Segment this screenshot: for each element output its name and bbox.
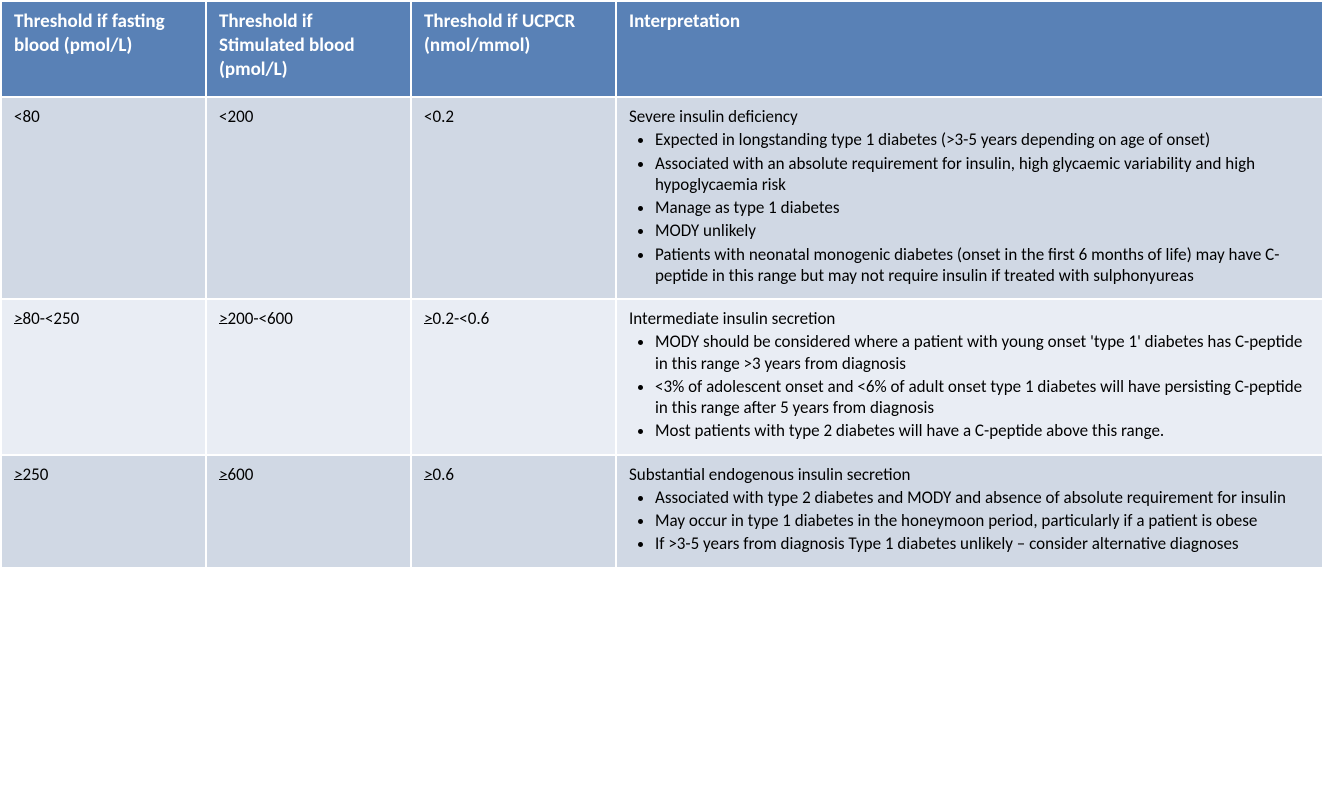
interp-list: Expected in longstanding type 1 diabetes…	[629, 129, 1310, 286]
value: >80-<250	[14, 308, 79, 329]
cpeptide-thresholds-table: Threshold if fasting blood (pmol/L) Thre…	[0, 0, 1324, 569]
list-item: Most patients with type 2 diabetes will …	[655, 420, 1310, 441]
cell-stimulated: >600	[206, 455, 411, 568]
value: <200	[219, 106, 253, 127]
cell-ucpcr: >0.2-<0.6	[411, 299, 616, 455]
table-row: >80-<250 >200-<600 >0.2-<0.6 Intermediat…	[1, 299, 1323, 455]
list-item: MODY unlikely	[655, 220, 1310, 241]
interp-title: Intermediate insulin secretion	[629, 308, 1310, 329]
value: >600	[219, 464, 253, 485]
cell-interpretation: Severe insulin deficiency Expected in lo…	[616, 97, 1323, 299]
value: >200-<600	[219, 308, 293, 329]
value: >250	[14, 464, 48, 485]
value: <80	[14, 106, 40, 127]
value: <0.2	[424, 106, 454, 127]
interp-title: Severe insulin deficiency	[629, 106, 1310, 127]
cell-fasting: <80	[1, 97, 206, 299]
cell-ucpcr: >0.6	[411, 455, 616, 568]
list-item: Manage as type 1 diabetes	[655, 197, 1310, 218]
table-header-row: Threshold if fasting blood (pmol/L) Thre…	[1, 1, 1323, 97]
col-header-fasting: Threshold if fasting blood (pmol/L)	[1, 1, 206, 97]
cell-interpretation: Intermediate insulin secretion MODY shou…	[616, 299, 1323, 455]
value: >0.6	[424, 464, 454, 485]
cell-fasting: >80-<250	[1, 299, 206, 455]
cell-interpretation: Substantial endogenous insulin secretion…	[616, 455, 1323, 568]
col-header-ucpcr: Threshold if UCPCR (nmol/mmol)	[411, 1, 616, 97]
cell-stimulated: >200-<600	[206, 299, 411, 455]
list-item: MODY should be considered where a patien…	[655, 331, 1310, 374]
col-header-stimulated: Threshold if Stimulated blood (pmol/L)	[206, 1, 411, 97]
list-item: Associated with an absolute requirement …	[655, 153, 1310, 196]
cell-fasting: >250	[1, 455, 206, 568]
list-item: Patients with neonatal monogenic diabete…	[655, 244, 1310, 287]
col-header-interpretation: Interpretation	[616, 1, 1323, 97]
cell-ucpcr: <0.2	[411, 97, 616, 299]
list-item: Expected in longstanding type 1 diabetes…	[655, 129, 1310, 150]
interp-list: Associated with type 2 diabetes and MODY…	[629, 487, 1310, 555]
table-row: >250 >600 >0.6 Substantial endogenous in…	[1, 455, 1323, 568]
interp-list: MODY should be considered where a patien…	[629, 331, 1310, 441]
list-item: Associated with type 2 diabetes and MODY…	[655, 487, 1310, 508]
table-row: <80 <200 <0.2 Severe insulin deficiency …	[1, 97, 1323, 299]
cell-stimulated: <200	[206, 97, 411, 299]
interp-title: Substantial endogenous insulin secretion	[629, 464, 1310, 485]
list-item: <3% of adolescent onset and <6% of adult…	[655, 376, 1310, 419]
value: >0.2-<0.6	[424, 308, 489, 329]
list-item: If >3-5 years from diagnosis Type 1 diab…	[655, 533, 1310, 554]
list-item: May occur in type 1 diabetes in the hone…	[655, 510, 1310, 531]
